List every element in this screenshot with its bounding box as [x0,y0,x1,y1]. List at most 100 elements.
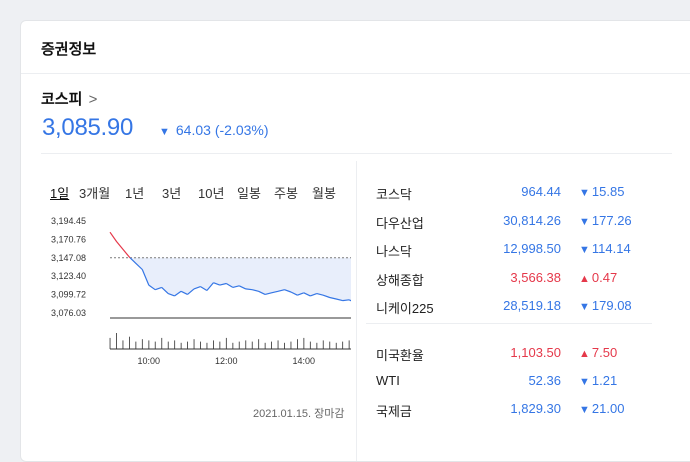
card-title: 증권정보 [41,41,97,58]
volume-bar [206,342,208,349]
market-row-1[interactable]: WTI 52.36 ▼ 1.21 [376,373,656,393]
y-tick-label: 3,147.08 [51,253,86,263]
volume-bar [141,339,143,349]
up-arrow-icon: ▲ [579,348,590,360]
volume-bar [232,342,234,349]
volume-bar [167,341,169,349]
kospi-price: 3,085.90 [42,114,134,141]
volume-bar [154,341,156,349]
section-divider [41,153,672,154]
market-value: 3,566.38 [510,269,561,285]
volume-bar [290,341,292,349]
market-change-value: 114.14 [591,241,631,256]
tab-1d[interactable]: 1일 [50,186,70,201]
volume-bar [348,340,350,349]
tab-1y[interactable]: 1년 [125,186,145,201]
volume-bar [277,340,279,349]
market-change-value: 15.85 [591,184,625,199]
volume-bar [245,340,247,349]
market-value: 30,814.26 [503,212,561,228]
down-arrow-icon: ▼ [579,404,590,416]
y-tick-label: 3,170.76 [51,234,86,244]
volume-bar [129,336,130,349]
volume-bar [180,342,182,349]
tab-weekly[interactable]: 주봉 [274,186,298,201]
y-tick-label: 3,099.72 [51,290,86,300]
kospi-link[interactable]: 코스피 > [41,88,97,109]
tab-3y[interactable]: 3년 [162,186,182,201]
tab-10y[interactable]: 10년 [198,186,225,201]
market-name: 나스닥 [376,244,412,259]
market-change: ▼ 1.21 [579,373,617,388]
header-divider [21,73,690,74]
volume-bar [200,341,201,349]
market-name: WTI [376,373,400,388]
market-row-3[interactable]: 상해종합 3,566.38 ▲ 0.47 [376,270,656,290]
market-change: ▼ 21.00 [579,401,624,416]
volume-bar [225,337,227,349]
tab-daily[interactable]: 일봉 [237,186,261,201]
volume-bar [309,341,311,349]
down-arrow-icon: ▼ [579,376,590,388]
volume-bar [135,341,137,349]
market-change: ▲ 7.50 [579,345,617,360]
tab-3m[interactable]: 3개월 [79,186,111,201]
volume-bar [271,341,272,349]
kospi-name: 코스피 [41,91,83,108]
down-arrow-icon: ▼ [579,244,590,256]
market-row-0[interactable]: 미국환율 1,103.50 ▲ 7.50 [376,345,656,365]
market-change: ▼ 177.26 [579,213,632,228]
volume-bar [219,341,221,349]
kospi-change: ▼ 64.03 (-2.03%) [159,122,269,138]
market-name: 국제금 [376,404,412,419]
chevron-right-icon: > [88,91,98,108]
down-arrow-icon: ▼ [579,187,590,199]
volume-bar [109,337,111,349]
volume-bar [329,341,331,349]
y-tick-label: 3,076.03 [51,308,86,318]
volume-bar [342,341,344,349]
volume-bar [258,339,260,349]
stock-info-card: 증권정보 코스피 > 3,085.90 ▼ 64.03 (-2.03%) 1일 3… [20,20,690,462]
volume-bar [316,342,318,349]
volume-bar [122,340,124,349]
market-name: 니케이225 [376,301,434,316]
down-arrow-icon: ▼ [579,215,590,228]
down-arrow-icon: ▼ [579,301,590,313]
kospi-change-pct: (-2.03%) [214,122,269,138]
market-change-value: 177.26 [591,212,632,228]
volume-bar [161,337,163,349]
market-row-0[interactable]: 코스닥 964.44 ▼ 15.85 [376,184,656,204]
market-value: 12,998.50 [503,241,561,256]
volume-bar [174,340,176,349]
down-arrow-icon: ▼ [159,126,170,138]
market-close-timestamp: 2021.01.15. 장마감 [253,408,345,420]
price-line-above [109,231,131,259]
market-value: 1,829.30 [510,401,561,416]
x-tick-label: 12:00 [215,356,238,366]
market-change-value: 0.47 [591,269,618,285]
market-row-4[interactable]: 니케이225 28,519.18 ▼ 179.08 [376,298,656,318]
chart-fill-area [110,257,351,301]
market-change: ▲ 0.47 [579,270,617,285]
kospi-change-value: 64.03 [175,122,211,138]
market-change-value: 179.08 [591,298,632,313]
market-value: 964.44 [521,184,561,199]
vertical-divider [356,161,357,461]
tab-monthly[interactable]: 월봉 [312,186,336,201]
volume-bar [297,339,298,349]
volume-bar [303,337,305,349]
market-row-1[interactable]: 다우산업 30,814.26 ▼ 177.26 [376,213,656,233]
market-row-2[interactable]: 국제금 1,829.30 ▼ 21.00 [376,401,656,421]
market-change-value: 1.21 [591,373,618,388]
market-value: 28,519.18 [503,298,561,313]
market-change-value: 21.00 [591,401,625,416]
y-tick-label: 3,123.40 [51,271,86,281]
volume-bar [238,341,240,349]
price-line-below [129,257,351,302]
volume-bar [116,333,117,349]
market-row-2[interactable]: 나스닥 12,998.50 ▼ 114.14 [376,241,656,261]
volume-bar [322,340,324,349]
market-name: 미국환율 [376,348,424,363]
volume-bar [335,342,337,349]
